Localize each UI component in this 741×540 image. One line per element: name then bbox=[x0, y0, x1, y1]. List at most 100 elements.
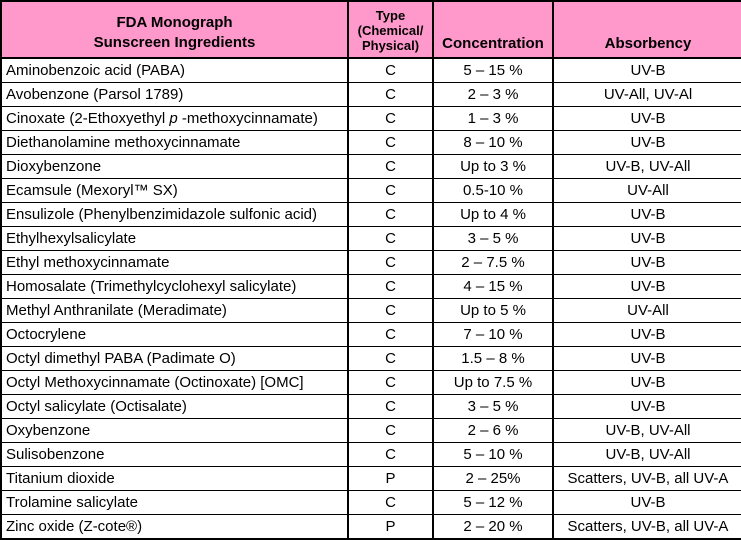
absorbency-cell: UV-B bbox=[552, 57, 741, 83]
ingredient-cell: Ensulizole (Phenylbenzimidazole sulfonic… bbox=[0, 202, 349, 227]
ingredient-cell: Aminobenzoic acid (PABA) bbox=[0, 57, 349, 83]
concentration-cell: 1 – 3 % bbox=[432, 106, 554, 131]
absorbency-cell: Scatters, UV-B, all UV-A bbox=[552, 514, 741, 540]
type-cell: C bbox=[347, 418, 434, 443]
concentration-cell: 4 – 15 % bbox=[432, 274, 554, 299]
table-row: Oxybenzone C 2 – 6 % UV-B, UV-All bbox=[0, 418, 741, 443]
absorbency-cell: UV-B bbox=[552, 370, 741, 395]
table-row: Avobenzone (Parsol 1789) C 2 – 3 % UV-All, … bbox=[0, 82, 741, 107]
type-cell: C bbox=[347, 57, 434, 83]
col-header-absorbency: Absorbency bbox=[552, 0, 741, 59]
table-row: Methyl Anthranilate (Meradimate) C Up to 5… bbox=[0, 298, 741, 323]
table-row: Cinoxate (2-Ethoxyethyl p -methoxycinnam… bbox=[0, 106, 741, 131]
col-header-concentration: Concentration bbox=[432, 0, 554, 59]
absorbency-cell: UV-All, UV-Al bbox=[552, 82, 741, 107]
ingredient-cell: Dioxybenzone bbox=[0, 154, 349, 179]
type-cell: C bbox=[347, 202, 434, 227]
table-row: Octyl salicylate (Octisalate) C 3 – 5 % UV-… bbox=[0, 394, 741, 419]
concentration-cell: 2 – 3 % bbox=[432, 82, 554, 107]
table-row: Ecamsule (Mexoryl™ SX) C 0.5-10 % UV-All bbox=[0, 178, 741, 203]
type-cell: C bbox=[347, 226, 434, 251]
type-cell: C bbox=[347, 274, 434, 299]
table-row: Octyl Methoxycinnamate (Octinoxate) [OMC… bbox=[0, 370, 741, 395]
absorbency-cell: UV-B bbox=[552, 322, 741, 347]
ingredient-cell: Avobenzone (Parsol 1789) bbox=[0, 82, 349, 107]
absorbency-cell: UV-B bbox=[552, 106, 741, 131]
absorbency-cell: UV-B, UV-All bbox=[552, 418, 741, 443]
ingredient-cell: Ecamsule (Mexoryl™ SX) bbox=[0, 178, 349, 203]
table-row: Ensulizole (Phenylbenzimidazole sulfonic… bbox=[0, 202, 741, 227]
ingredient-cell: Homosalate (Trimethylcyclohexyl salicyla… bbox=[0, 274, 349, 299]
ingredient-cell: Octyl salicylate (Octisalate) bbox=[0, 394, 349, 419]
type-cell: C bbox=[347, 346, 434, 371]
table-row: Diethanolamine methoxycinnamate C 8 – 10 %… bbox=[0, 130, 741, 155]
concentration-cell: 7 – 10 % bbox=[432, 322, 554, 347]
type-cell: C bbox=[347, 490, 434, 515]
type-cell: C bbox=[347, 298, 434, 323]
absorbency-cell: Scatters, UV-B, all UV-A bbox=[552, 466, 741, 491]
concentration-cell: 5 – 10 % bbox=[432, 442, 554, 467]
type-cell: C bbox=[347, 250, 434, 275]
ingredient-cell: Ethyl methoxycinnamate bbox=[0, 250, 349, 275]
table-row: Dioxybenzone C Up to 3 % UV-B, UV-All bbox=[0, 154, 741, 179]
concentration-cell: 0.5-10 % bbox=[432, 178, 554, 203]
ingredient-cell: Octyl Methoxycinnamate (Octinoxate) [OMC… bbox=[0, 370, 349, 395]
type-cell: C bbox=[347, 154, 434, 179]
absorbency-cell: UV-B bbox=[552, 394, 741, 419]
absorbency-cell: UV-B, UV-All bbox=[552, 442, 741, 467]
table-row: Homosalate (Trimethylcyclohexyl salicyla… bbox=[0, 274, 741, 299]
absorbency-cell: UV-B bbox=[552, 274, 741, 299]
concentration-cell: 2 – 25% bbox=[432, 466, 554, 491]
header-type-line3: Physical) bbox=[361, 38, 420, 53]
ingredient-cell: Oxybenzone bbox=[0, 418, 349, 443]
ingredient-cell: Diethanolamine methoxycinnamate bbox=[0, 130, 349, 155]
type-cell: C bbox=[347, 394, 434, 419]
type-cell: C bbox=[347, 106, 434, 131]
table-row: Aminobenzoic acid (PABA) C 5 – 15 % UV-B bbox=[0, 57, 741, 83]
type-cell: P bbox=[347, 514, 434, 540]
concentration-cell: Up to 3 % bbox=[432, 154, 554, 179]
concentration-cell: 8 – 10 % bbox=[432, 130, 554, 155]
type-cell: C bbox=[347, 178, 434, 203]
concentration-cell: 3 – 5 % bbox=[432, 394, 554, 419]
absorbency-cell: UV-All bbox=[552, 178, 741, 203]
type-cell: C bbox=[347, 442, 434, 467]
header-type-line2: (Chemical/ bbox=[357, 23, 424, 38]
ingredient-cell: Sulisobenzone bbox=[0, 442, 349, 467]
header-ingredients-line2: Sunscreen Ingredients bbox=[93, 34, 256, 51]
ingredient-cell: Ethylhexylsalicylate bbox=[0, 226, 349, 251]
col-header-ingredients: FDA Monograph Sunscreen Ingredients bbox=[0, 0, 349, 59]
ingredient-cell: Zinc oxide (Z-cote®) bbox=[0, 514, 349, 540]
ingredient-cell: Octocrylene bbox=[0, 322, 349, 347]
col-header-type: Type (Chemical/ Physical) bbox=[347, 0, 434, 59]
absorbency-cell: UV-B bbox=[552, 226, 741, 251]
concentration-cell: 5 – 15 % bbox=[432, 57, 554, 83]
table-body: Aminobenzoic acid (PABA) C 5 – 15 % UV-B Avo… bbox=[0, 57, 741, 540]
absorbency-cell: UV-All bbox=[552, 298, 741, 323]
table-row: Sulisobenzone C 5 – 10 % UV-B, UV-All bbox=[0, 442, 741, 467]
header-row: FDA Monograph Sunscreen Ingredients Type… bbox=[0, 0, 741, 59]
header-ingredients-line1: FDA Monograph bbox=[116, 14, 233, 31]
absorbency-cell: UV-B bbox=[552, 202, 741, 227]
concentration-cell: 2 – 6 % bbox=[432, 418, 554, 443]
concentration-cell: 2 – 20 % bbox=[432, 514, 554, 540]
table-row: Octocrylene C 7 – 10 % UV-B bbox=[0, 322, 741, 347]
table-row: Ethylhexylsalicylate C 3 – 5 % UV-B bbox=[0, 226, 741, 251]
absorbency-cell: UV-B bbox=[552, 490, 741, 515]
concentration-cell: Up to 5 % bbox=[432, 298, 554, 323]
ingredient-cell: Titanium dioxide bbox=[0, 466, 349, 491]
ingredient-cell: Methyl Anthranilate (Meradimate) bbox=[0, 298, 349, 323]
table-row: Zinc oxide (Z-cote®) P 2 – 20 % Scatters, U… bbox=[0, 514, 741, 540]
absorbency-cell: UV-B bbox=[552, 130, 741, 155]
absorbency-cell: UV-B, UV-All bbox=[552, 154, 741, 179]
type-cell: C bbox=[347, 82, 434, 107]
ingredient-cell: Trolamine salicylate bbox=[0, 490, 349, 515]
header-type-line1: Type bbox=[375, 8, 406, 23]
table-row: Octyl dimethyl PABA (Padimate O) C 1.5 – 8… bbox=[0, 346, 741, 371]
type-cell: C bbox=[347, 370, 434, 395]
concentration-cell: Up to 4 % bbox=[432, 202, 554, 227]
concentration-cell: Up to 7.5 % bbox=[432, 370, 554, 395]
ingredient-cell: Cinoxate (2-Ethoxyethyl p -methoxycinnam… bbox=[0, 106, 349, 131]
concentration-cell: 3 – 5 % bbox=[432, 226, 554, 251]
type-cell: C bbox=[347, 130, 434, 155]
